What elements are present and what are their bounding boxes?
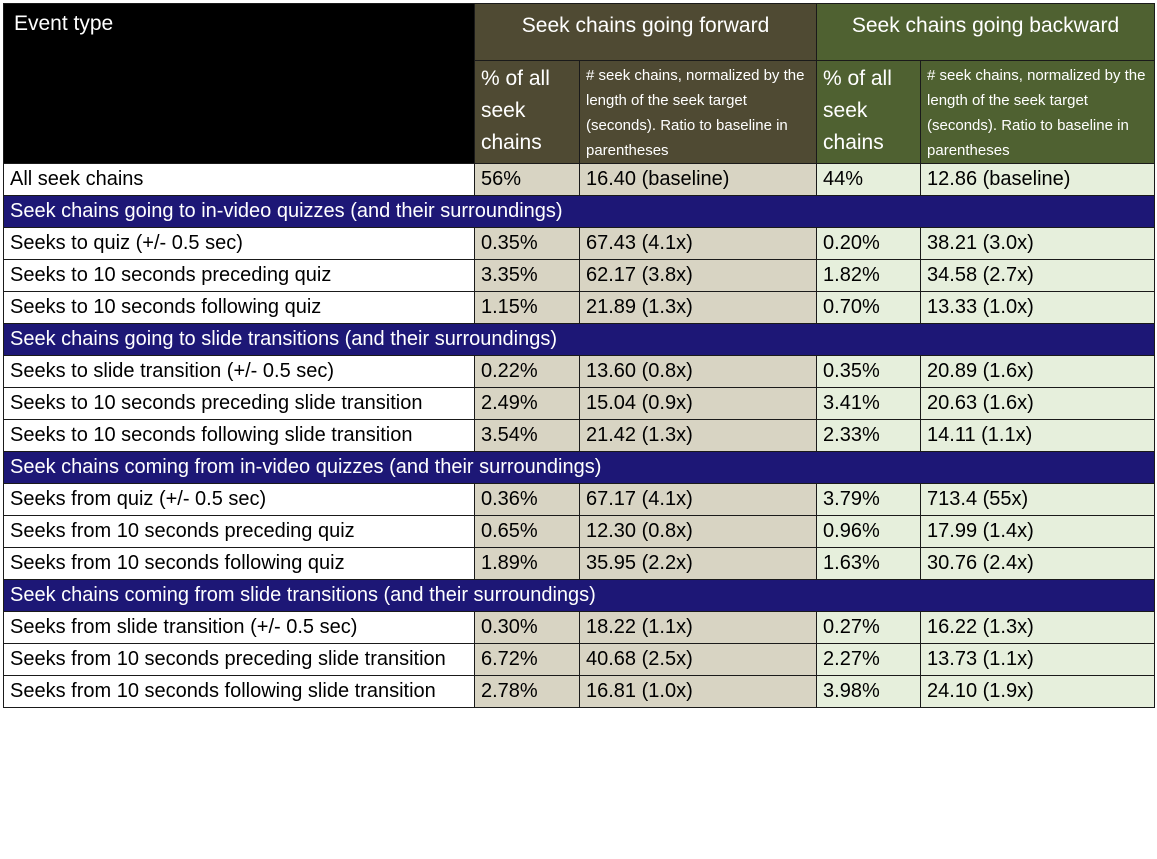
table-row: Seeks to 10 seconds preceding slide tran… xyxy=(3,387,1156,420)
backward-norm-cell: 34.58 (2.7x) xyxy=(920,259,1156,292)
backward-pct-cell: 3.79% xyxy=(816,483,922,516)
table-row: Seeks to 10 seconds following slide tran… xyxy=(3,419,1156,452)
row-label: Seeks from 10 seconds following slide tr… xyxy=(3,675,475,708)
backward-pct-cell: 0.35% xyxy=(816,355,922,388)
backward-pct-cell: 1.63% xyxy=(816,547,922,580)
table-row: Seeks from slide transition (+/- 0.5 sec… xyxy=(3,611,1156,644)
backward-pct-cell: 44% xyxy=(816,163,922,196)
section-header-row: Seek chains going to in-video quizzes (a… xyxy=(2,195,1156,228)
section-title: Seek chains coming from in-video quizzes… xyxy=(2,451,1156,484)
forward-norm-cell: 18.22 (1.1x) xyxy=(578,611,818,644)
forward-pct-cell: 3.54% xyxy=(474,419,580,452)
event-type-header: Event type xyxy=(3,3,475,164)
forward-norm-header: # seek chains, normalized by the length … xyxy=(578,60,818,164)
backward-pct-cell: 3.98% xyxy=(816,675,922,708)
row-label: All seek chains xyxy=(3,163,475,196)
section-title: Seek chains going to slide transitions (… xyxy=(2,323,1156,356)
backward-norm-cell: 12.86 (baseline) xyxy=(920,163,1156,196)
forward-norm-cell: 40.68 (2.5x) xyxy=(578,643,818,676)
row-label: Seeks to 10 seconds preceding quiz xyxy=(3,259,475,292)
baseline-row: All seek chains 56% 16.40 (baseline) 44%… xyxy=(3,163,1156,196)
table-row: Seeks to quiz (+/- 0.5 sec) 0.35% 67.43 (4… xyxy=(3,227,1156,260)
row-label: Seeks to slide transition (+/- 0.5 sec) xyxy=(3,355,475,388)
backward-norm-cell: 13.33 (1.0x) xyxy=(920,291,1156,324)
forward-pct-cell: 6.72% xyxy=(474,643,580,676)
table-row: Seeks from 10 seconds following quiz 1.89… xyxy=(3,547,1156,580)
forward-norm-cell: 15.04 (0.9x) xyxy=(578,387,818,420)
table-row: Seeks from quiz (+/- 0.5 sec) 0.36% 67.17 … xyxy=(3,483,1156,516)
forward-pct-cell: 56% xyxy=(474,163,580,196)
forward-pct-cell: 1.15% xyxy=(474,291,580,324)
forward-pct-cell: 0.30% xyxy=(474,611,580,644)
row-label: Seeks from 10 seconds following quiz xyxy=(3,547,475,580)
backward-norm-header: # seek chains, normalized by the length … xyxy=(920,60,1156,164)
table-row: Seeks from 10 seconds preceding slide tr… xyxy=(3,643,1156,676)
forward-pct-cell: 2.78% xyxy=(474,675,580,708)
backward-norm-cell: 14.11 (1.1x) xyxy=(920,419,1156,452)
backward-norm-cell: 13.73 (1.1x) xyxy=(920,643,1156,676)
backward-pct-cell: 0.70% xyxy=(816,291,922,324)
forward-pct-cell: 3.35% xyxy=(474,259,580,292)
section-header-row: Seek chains coming from slide transition… xyxy=(2,579,1156,612)
backward-norm-cell: 20.89 (1.6x) xyxy=(920,355,1156,388)
table-row: Seeks to 10 seconds preceding quiz 3.35% 6… xyxy=(3,259,1156,292)
forward-pct-cell: 0.36% xyxy=(474,483,580,516)
forward-norm-cell: 13.60 (0.8x) xyxy=(578,355,818,388)
backward-pct-header: % of all seek chains xyxy=(816,60,922,164)
backward-pct-cell: 0.20% xyxy=(816,227,922,260)
forward-pct-cell: 0.35% xyxy=(474,227,580,260)
table-row: Seeks from 10 seconds preceding quiz 0.65… xyxy=(3,515,1156,548)
backward-norm-cell: 30.76 (2.4x) xyxy=(920,547,1156,580)
header-row-columns: % of all seek chains # seek chains, norm… xyxy=(4,60,1156,164)
forward-norm-cell: 21.89 (1.3x) xyxy=(578,291,818,324)
table-row: Seeks to slide transition (+/- 0.5 sec) 0… xyxy=(3,355,1156,388)
section-header-row: Seek chains coming from in-video quizzes… xyxy=(2,451,1156,484)
row-label: Seeks to 10 seconds following quiz xyxy=(3,291,475,324)
forward-group-header: Seek chains going forward xyxy=(473,3,818,61)
forward-pct-cell: 0.65% xyxy=(474,515,580,548)
table-row: Seeks from 10 seconds following slide tr… xyxy=(3,675,1156,708)
backward-pct-cell: 2.33% xyxy=(816,419,922,452)
forward-norm-cell: 21.42 (1.3x) xyxy=(578,419,818,452)
backward-norm-cell: 20.63 (1.6x) xyxy=(920,387,1156,420)
table-header: Event type Seek chains going forward See… xyxy=(3,3,1156,164)
backward-pct-cell: 0.96% xyxy=(816,515,922,548)
forward-norm-cell: 67.17 (4.1x) xyxy=(578,483,818,516)
forward-norm-cell: 67.43 (4.1x) xyxy=(578,227,818,260)
forward-norm-cell: 16.81 (1.0x) xyxy=(578,675,818,708)
row-label: Seeks from slide transition (+/- 0.5 sec… xyxy=(3,611,475,644)
forward-norm-cell: 16.40 (baseline) xyxy=(578,163,818,196)
row-label: Seeks to quiz (+/- 0.5 sec) xyxy=(3,227,475,260)
forward-norm-cell: 12.30 (0.8x) xyxy=(578,515,818,548)
backward-pct-cell: 1.82% xyxy=(816,259,922,292)
backward-pct-cell: 2.27% xyxy=(816,643,922,676)
forward-pct-cell: 0.22% xyxy=(474,355,580,388)
table-row: Seeks to 10 seconds following quiz 1.15% 2… xyxy=(3,291,1156,324)
seek-chains-table: Event type Seek chains going forward See… xyxy=(2,3,1156,708)
header-row-groups: Event type Seek chains going forward See… xyxy=(3,3,1156,164)
table-body: All seek chains 56% 16.40 (baseline) 44%… xyxy=(2,163,1156,708)
section-title: Seek chains coming from slide transition… xyxy=(2,579,1156,612)
forward-pct-header: % of all seek chains xyxy=(474,60,580,164)
row-label: Seeks from 10 seconds preceding quiz xyxy=(3,515,475,548)
forward-norm-cell: 35.95 (2.2x) xyxy=(578,547,818,580)
backward-norm-cell: 38.21 (3.0x) xyxy=(920,227,1156,260)
backward-norm-cell: 17.99 (1.4x) xyxy=(920,515,1156,548)
backward-norm-cell: 713.4 (55x) xyxy=(920,483,1156,516)
row-label: Seeks to 10 seconds following slide tran… xyxy=(3,419,475,452)
row-label: Seeks from 10 seconds preceding slide tr… xyxy=(3,643,475,676)
section-title: Seek chains going to in-video quizzes (a… xyxy=(2,195,1156,228)
backward-pct-cell: 3.41% xyxy=(816,387,922,420)
backward-norm-cell: 24.10 (1.9x) xyxy=(920,675,1156,708)
backward-pct-cell: 0.27% xyxy=(816,611,922,644)
forward-pct-cell: 2.49% xyxy=(474,387,580,420)
backward-norm-cell: 16.22 (1.3x) xyxy=(920,611,1156,644)
forward-norm-cell: 62.17 (3.8x) xyxy=(578,259,818,292)
forward-pct-cell: 1.89% xyxy=(474,547,580,580)
row-label: Seeks from quiz (+/- 0.5 sec) xyxy=(3,483,475,516)
backward-group-header: Seek chains going backward xyxy=(816,3,1156,61)
row-label: Seeks to 10 seconds preceding slide tran… xyxy=(3,387,475,420)
section-header-row: Seek chains going to slide transitions (… xyxy=(2,323,1156,356)
